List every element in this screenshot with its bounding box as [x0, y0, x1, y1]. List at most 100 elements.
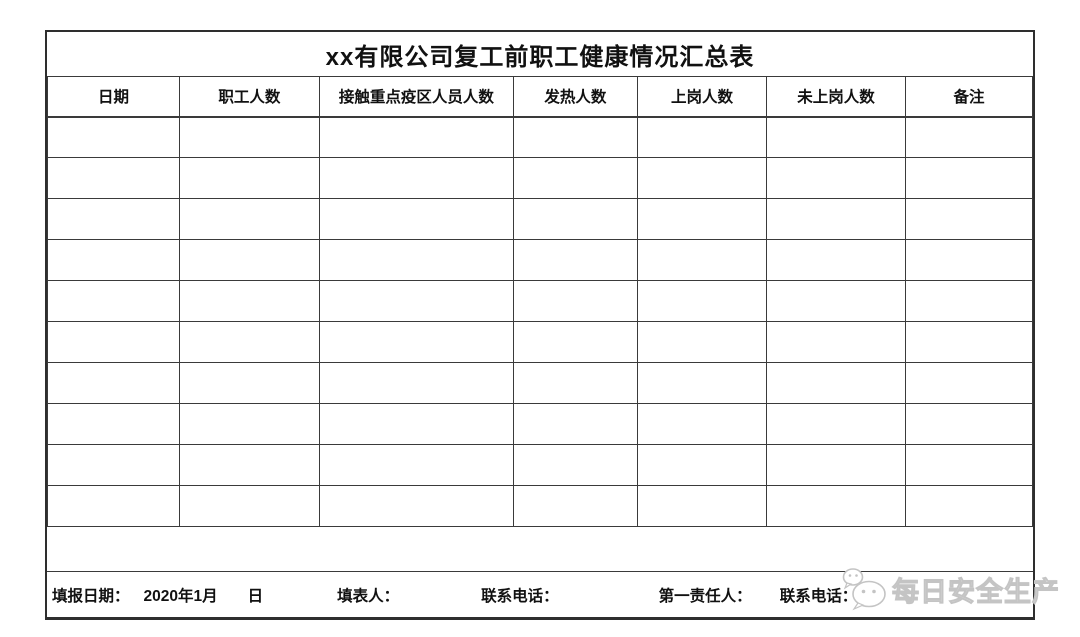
empty-cell [178, 485, 320, 527]
empty-cell [636, 116, 768, 158]
empty-cell [318, 198, 514, 240]
empty-cell [512, 444, 638, 486]
empty-cell [512, 280, 638, 322]
empty-cell [178, 403, 320, 445]
empty-cell [636, 280, 768, 322]
empty-cell [47, 280, 180, 322]
empty-cell [512, 403, 638, 445]
empty-cell [512, 116, 638, 158]
table-row [47, 485, 1034, 527]
empty-cell [178, 116, 320, 158]
empty-cell [904, 198, 1034, 240]
empty-cell [47, 239, 180, 281]
empty-cell [636, 321, 768, 363]
empty-cell [636, 198, 768, 240]
empty-cell [766, 116, 906, 158]
empty-cell [178, 321, 320, 363]
empty-cell [178, 444, 320, 486]
empty-cell [318, 280, 514, 322]
blank-spacer-row [47, 527, 1033, 572]
report-date-label: 填报日期： [52, 587, 130, 605]
empty-cell [512, 198, 638, 240]
empty-cell [636, 239, 768, 281]
empty-cell [904, 280, 1034, 322]
empty-cell [47, 485, 180, 527]
empty-cell [47, 116, 180, 158]
empty-cell [636, 157, 768, 199]
form-title: xx有限公司复工前职工健康情况汇总表 [325, 43, 755, 71]
empty-cell [904, 403, 1034, 445]
column-header: 发热人数 [512, 76, 638, 118]
empty-cell [904, 116, 1034, 158]
table-row [47, 198, 1034, 240]
empty-cell [766, 485, 906, 527]
report-date-value: 2020年1月 [143, 587, 218, 605]
empty-cell [904, 239, 1034, 281]
empty-cell [178, 362, 320, 404]
empty-cell [47, 198, 180, 240]
column-header: 未上岗人数 [766, 76, 906, 118]
column-header: 职工人数 [178, 76, 320, 118]
empty-cell [904, 362, 1034, 404]
empty-cell [178, 198, 320, 240]
empty-cell [47, 444, 180, 486]
empty-cell [766, 362, 906, 404]
first-responsible-label: 第一责任人： [658, 587, 752, 605]
column-header: 备注 [904, 76, 1034, 118]
empty-cell [318, 116, 514, 158]
health-summary-table: 日期 职工人数 接触重点疫区人员人数 发热人数 上岗人数 未上岗人数 备注 [47, 76, 1034, 527]
empty-cell [318, 403, 514, 445]
empty-cell [766, 280, 906, 322]
empty-cell [636, 485, 768, 527]
table-row [47, 362, 1034, 404]
table-header-row: 日期 职工人数 接触重点疫区人员人数 发热人数 上岗人数 未上岗人数 备注 [47, 76, 1034, 118]
empty-cell [318, 157, 514, 199]
empty-cell [512, 321, 638, 363]
table-row [47, 239, 1034, 281]
empty-cell [512, 485, 638, 527]
empty-cell [318, 321, 514, 363]
empty-cell [512, 362, 638, 404]
phone-label-2: 联系电话： [779, 587, 858, 605]
empty-cell [766, 157, 906, 199]
empty-cell [904, 444, 1034, 486]
table-row [47, 403, 1034, 445]
empty-cell [178, 239, 320, 281]
report-day-placeholder: 日 [247, 587, 264, 605]
empty-cell [766, 239, 906, 281]
table-row [47, 444, 1034, 486]
health-summary-form: xx有限公司复工前职工健康情况汇总表 日期 职工人数 接触重点疫区人员人数 发热人数上… [45, 30, 1035, 620]
empty-cell [512, 239, 638, 281]
empty-cell [766, 403, 906, 445]
column-header: 接触重点疫区人员人数 [318, 76, 514, 118]
empty-cell [318, 444, 514, 486]
table-row [47, 116, 1034, 158]
column-header: 日期 [47, 76, 180, 118]
empty-cell [318, 362, 514, 404]
table-row [47, 157, 1034, 199]
empty-cell [904, 321, 1034, 363]
empty-cell [47, 403, 180, 445]
empty-cell [178, 157, 320, 199]
empty-cell [904, 157, 1034, 199]
phone-label-1: 联系电话： [481, 587, 559, 605]
form-footer: 填报日期： 2020年1月 日 填表人： 联系电话： 第一责任人： 联系电话： [47, 572, 1033, 617]
empty-cell [47, 157, 180, 199]
empty-cell [766, 198, 906, 240]
empty-cell [904, 485, 1034, 527]
empty-cell [636, 403, 768, 445]
table-row [47, 321, 1034, 363]
empty-cell [47, 321, 180, 363]
empty-cell [636, 444, 768, 486]
empty-cell [318, 485, 514, 527]
empty-cell [766, 444, 906, 486]
column-header: 上岗人数 [636, 76, 768, 118]
empty-cell [178, 280, 320, 322]
empty-cell [512, 157, 638, 199]
table-row [47, 280, 1034, 322]
empty-cell [636, 362, 768, 404]
preparer-label: 填表人： [337, 587, 400, 605]
empty-cell [766, 321, 906, 363]
empty-cell [318, 239, 514, 281]
